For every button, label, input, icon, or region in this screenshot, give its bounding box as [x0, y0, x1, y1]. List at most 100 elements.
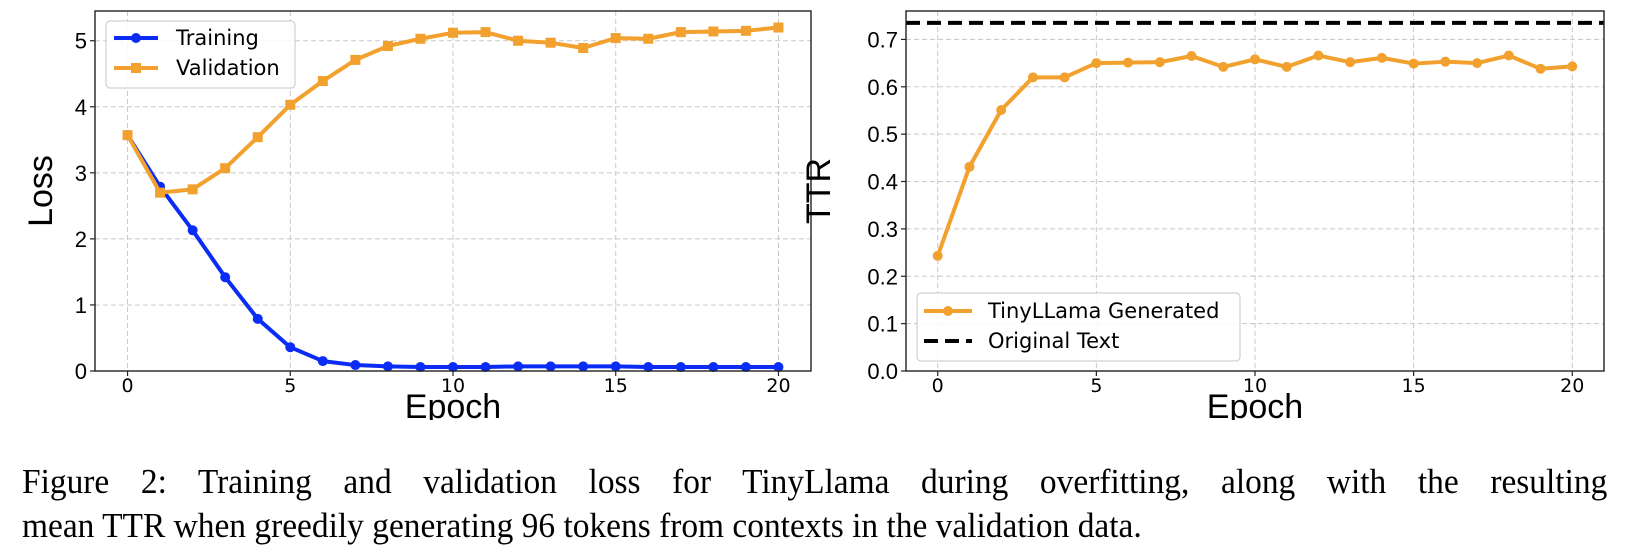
loss-y-axis-label: Loss — [22, 155, 60, 227]
point-training — [252, 313, 263, 324]
point-tinyllama-generated — [1567, 61, 1578, 72]
point-validation — [285, 99, 296, 110]
loss-x-tick-label: 5 — [284, 375, 296, 397]
point-training — [740, 362, 751, 373]
point-training — [382, 361, 393, 372]
point-training — [285, 342, 296, 353]
point-validation — [610, 33, 621, 44]
point-tinyllama-generated — [1440, 56, 1451, 67]
point-validation — [740, 25, 751, 36]
point-training — [675, 362, 686, 373]
figure-caption: Figure 2: Training and validation loss f… — [22, 460, 1607, 548]
ttr-x-tick-label: 20 — [1560, 375, 1584, 397]
point-validation — [350, 54, 361, 65]
point-training — [415, 362, 426, 373]
ttr-series — [906, 20, 1604, 261]
point-tinyllama-generated — [1250, 54, 1260, 65]
point-tinyllama-generated — [1345, 57, 1356, 68]
legend-training-label: Training — [175, 26, 259, 50]
point-tinyllama-generated — [1408, 58, 1419, 69]
legend-validation-marker-icon — [131, 63, 141, 73]
loss-x-axis-label: Epoch — [405, 388, 501, 420]
ttr-legend: TinyLLama Generated Original Text — [916, 292, 1241, 362]
legend-generated-label: TinyLLama Generated — [987, 299, 1219, 323]
point-validation — [415, 33, 426, 44]
loss-x-tick-label: 0 — [121, 375, 133, 397]
loss-x-tick-label: 20 — [766, 375, 790, 397]
point-training — [187, 225, 198, 236]
point-validation — [708, 26, 719, 37]
point-validation — [187, 184, 198, 195]
loss-x-tick-label: 15 — [604, 375, 628, 397]
point-tinyllama-generated — [1027, 72, 1038, 83]
point-training — [643, 362, 654, 373]
ttr-y-tick-label: 0.0 — [867, 359, 898, 384]
legend-generated-marker-icon — [943, 306, 953, 316]
point-tinyllama-generated — [964, 161, 975, 172]
point-tinyllama-generated — [932, 250, 943, 261]
ttr-y-tick-label: 0.2 — [867, 264, 898, 289]
point-training — [350, 360, 361, 371]
legend-validation-label: Validation — [176, 56, 280, 80]
ttr-y-tick-label: 0.5 — [867, 122, 898, 147]
point-training — [317, 356, 328, 367]
ttr-chart: 0 5 10 15 20 0.0 0.1 0.2 0.3 0.4 0.5 0.6 0.7 Epoch T… — [800, 10, 1605, 420]
loss-y-tick-label: 5 — [75, 29, 87, 54]
point-tinyllama-generated — [1186, 51, 1197, 61]
point-validation — [578, 42, 589, 53]
ttr-y-tick-label: 0.4 — [867, 170, 898, 195]
ttr-ticks: 0 5 10 15 20 0.0 0.1 0.2 0.3 0.4 0.5 0.6 0.7 — [867, 27, 1584, 397]
loss-y-tick-label: 2 — [75, 227, 87, 252]
ttr-legend-box — [916, 292, 1241, 362]
ttr-y-tick-label: 0.3 — [867, 217, 898, 242]
loss-y-tick-label: 1 — [75, 293, 87, 318]
legend-entry-training: Training — [114, 26, 259, 50]
point-tinyllama-generated — [1123, 57, 1134, 68]
loss-x-tick-label: 10 — [441, 375, 465, 397]
point-tinyllama-generated — [1535, 63, 1546, 74]
ttr-x-tick-label: 15 — [1402, 375, 1426, 397]
point-validation — [220, 163, 231, 174]
point-tinyllama-generated — [996, 105, 1007, 115]
point-tinyllama-generated — [1313, 50, 1324, 61]
point-validation — [480, 27, 491, 38]
ttr-y-tick-label: 0.1 — [867, 312, 898, 337]
point-training — [480, 362, 491, 373]
ttr-y-tick-label: 0.6 — [867, 75, 898, 100]
point-validation — [513, 35, 524, 46]
point-validation — [773, 22, 784, 33]
point-training — [708, 362, 719, 373]
point-training — [448, 362, 458, 373]
point-tinyllama-generated — [1218, 61, 1229, 72]
point-tinyllama-generated — [1472, 58, 1483, 69]
point-validation — [545, 37, 556, 48]
legend-training-marker-icon — [131, 33, 141, 43]
point-training — [545, 361, 556, 372]
point-validation — [317, 76, 328, 87]
legend-entry-validation: Validation — [114, 56, 280, 80]
legend-entry-original: Original Text — [924, 329, 1119, 353]
point-tinyllama-generated — [1376, 52, 1387, 63]
point-validation — [382, 41, 393, 52]
ttr-y-tick-label: 0.7 — [867, 27, 898, 52]
point-tinyllama-generated — [1059, 72, 1070, 83]
point-validation — [252, 132, 263, 143]
point-training — [220, 272, 231, 283]
ttr-x-tick-label: 10 — [1243, 375, 1267, 397]
point-validation — [643, 33, 654, 44]
loss-y-tick-label: 3 — [75, 161, 87, 186]
legend-original-label: Original Text — [988, 329, 1119, 353]
ttr-x-axis-label: Epoch — [1207, 388, 1303, 420]
point-tinyllama-generated — [1154, 57, 1165, 68]
loss-ticks: 0 5 10 15 20 0 1 2 3 4 5 — [75, 29, 791, 397]
point-tinyllama-generated — [1281, 61, 1292, 72]
point-tinyllama-generated — [1503, 50, 1514, 61]
figure: 0 5 10 15 20 0 1 2 3 4 5 Epoch Loss Training Valid… — [22, 10, 1605, 420]
point-training — [610, 361, 621, 372]
point-validation — [122, 130, 133, 141]
loss-y-tick-label: 0 — [75, 359, 87, 384]
ttr-x-tick-label: 5 — [1090, 375, 1102, 397]
point-validation — [448, 27, 458, 38]
ttr-x-tick-label: 0 — [932, 375, 944, 397]
legend-entry-generated: TinyLLama Generated — [924, 299, 1219, 323]
